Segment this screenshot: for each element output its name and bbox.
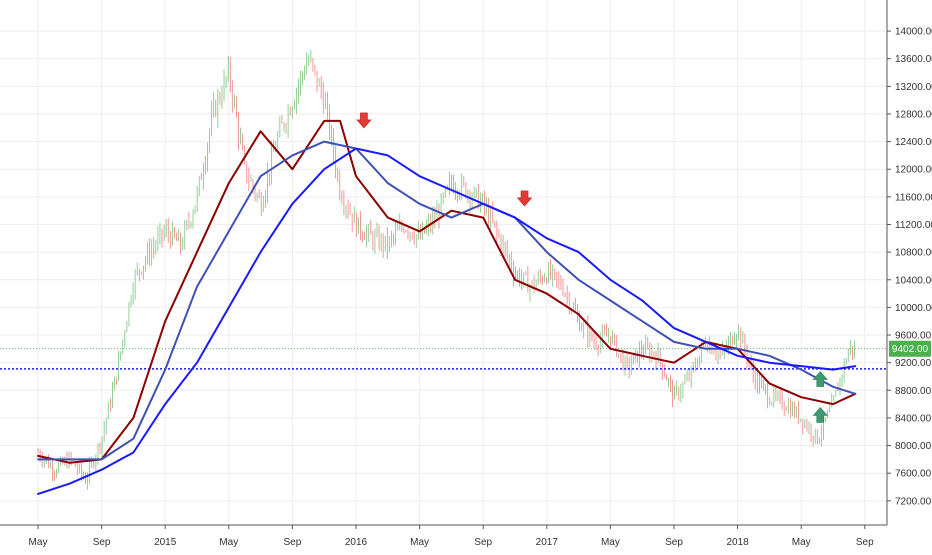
support-line <box>0 348 887 370</box>
up-arrow-icon <box>812 371 828 387</box>
grid <box>0 0 887 525</box>
y-tick-label: 11600.00 <box>895 192 932 203</box>
y-tick-label: 8000.00 <box>895 441 932 452</box>
y-tick-label: 7200.00 <box>895 496 932 507</box>
y-tick-label: 14000.00 <box>895 27 932 38</box>
y-tick-label: 8400.00 <box>895 413 932 424</box>
x-tick-label: 2016 <box>345 537 368 548</box>
x-axis: May Sep 2015 May Sep 2016 May Sep 2017 May Sep 2018… <box>0 524 887 548</box>
y-tick-label: 10800.00 <box>895 248 932 259</box>
moving-average-line-1 <box>37 119 857 464</box>
signal-arrows <box>356 112 828 423</box>
down-arrow-icon <box>516 190 533 207</box>
x-tick-label: Sep <box>284 537 302 548</box>
moving-average-line-2 <box>37 140 857 461</box>
y-tick-label: 10400.00 <box>895 275 932 286</box>
x-tick-label: Sep <box>93 537 111 548</box>
y-tick-label: 12000.00 <box>895 165 932 176</box>
y-tick-label: 9200.00 <box>895 358 932 369</box>
up-arrow-icon <box>812 407 828 423</box>
x-tick-label: Sep <box>474 537 492 548</box>
down-arrow-icon <box>356 112 372 129</box>
x-tick-label: 2018 <box>726 537 749 548</box>
price-label-text: 9402.00 <box>892 344 929 355</box>
x-tick-label: 2017 <box>536 537 559 548</box>
y-tick-label: 13600.00 <box>895 54 932 65</box>
y-tick-label: 7600.00 <box>895 469 932 480</box>
x-tick-label: May <box>219 537 238 548</box>
y-axis: 7200.00 7600.00 8000.00 8400.00 8800.00 9200.… <box>886 0 932 525</box>
price-label-box <box>889 340 931 357</box>
x-tick-label: May <box>792 537 811 548</box>
x-tick-label: 2015 <box>154 537 177 548</box>
moving-average-line-3 <box>37 147 857 495</box>
x-tick-label: Sep <box>665 537 683 548</box>
y-tick-label: 9600.00 <box>895 331 932 342</box>
y-tick-label: 13200.00 <box>895 82 932 93</box>
y-tick-label: 12400.00 <box>895 137 932 148</box>
x-tick-label: May <box>29 537 48 548</box>
price-label: 9402.00 <box>889 340 931 357</box>
y-tick-label: 8800.00 <box>895 386 932 397</box>
y-tick-label: 12800.00 <box>895 109 932 120</box>
moving-averages <box>37 119 857 495</box>
y-tick-label: 11200.00 <box>895 220 932 231</box>
price-bars <box>37 49 855 490</box>
x-tick-label: May <box>410 537 429 548</box>
y-tick-label: 10000.00 <box>895 303 932 314</box>
x-tick-label: Sep <box>856 537 874 548</box>
x-tick-label: May <box>601 537 620 548</box>
